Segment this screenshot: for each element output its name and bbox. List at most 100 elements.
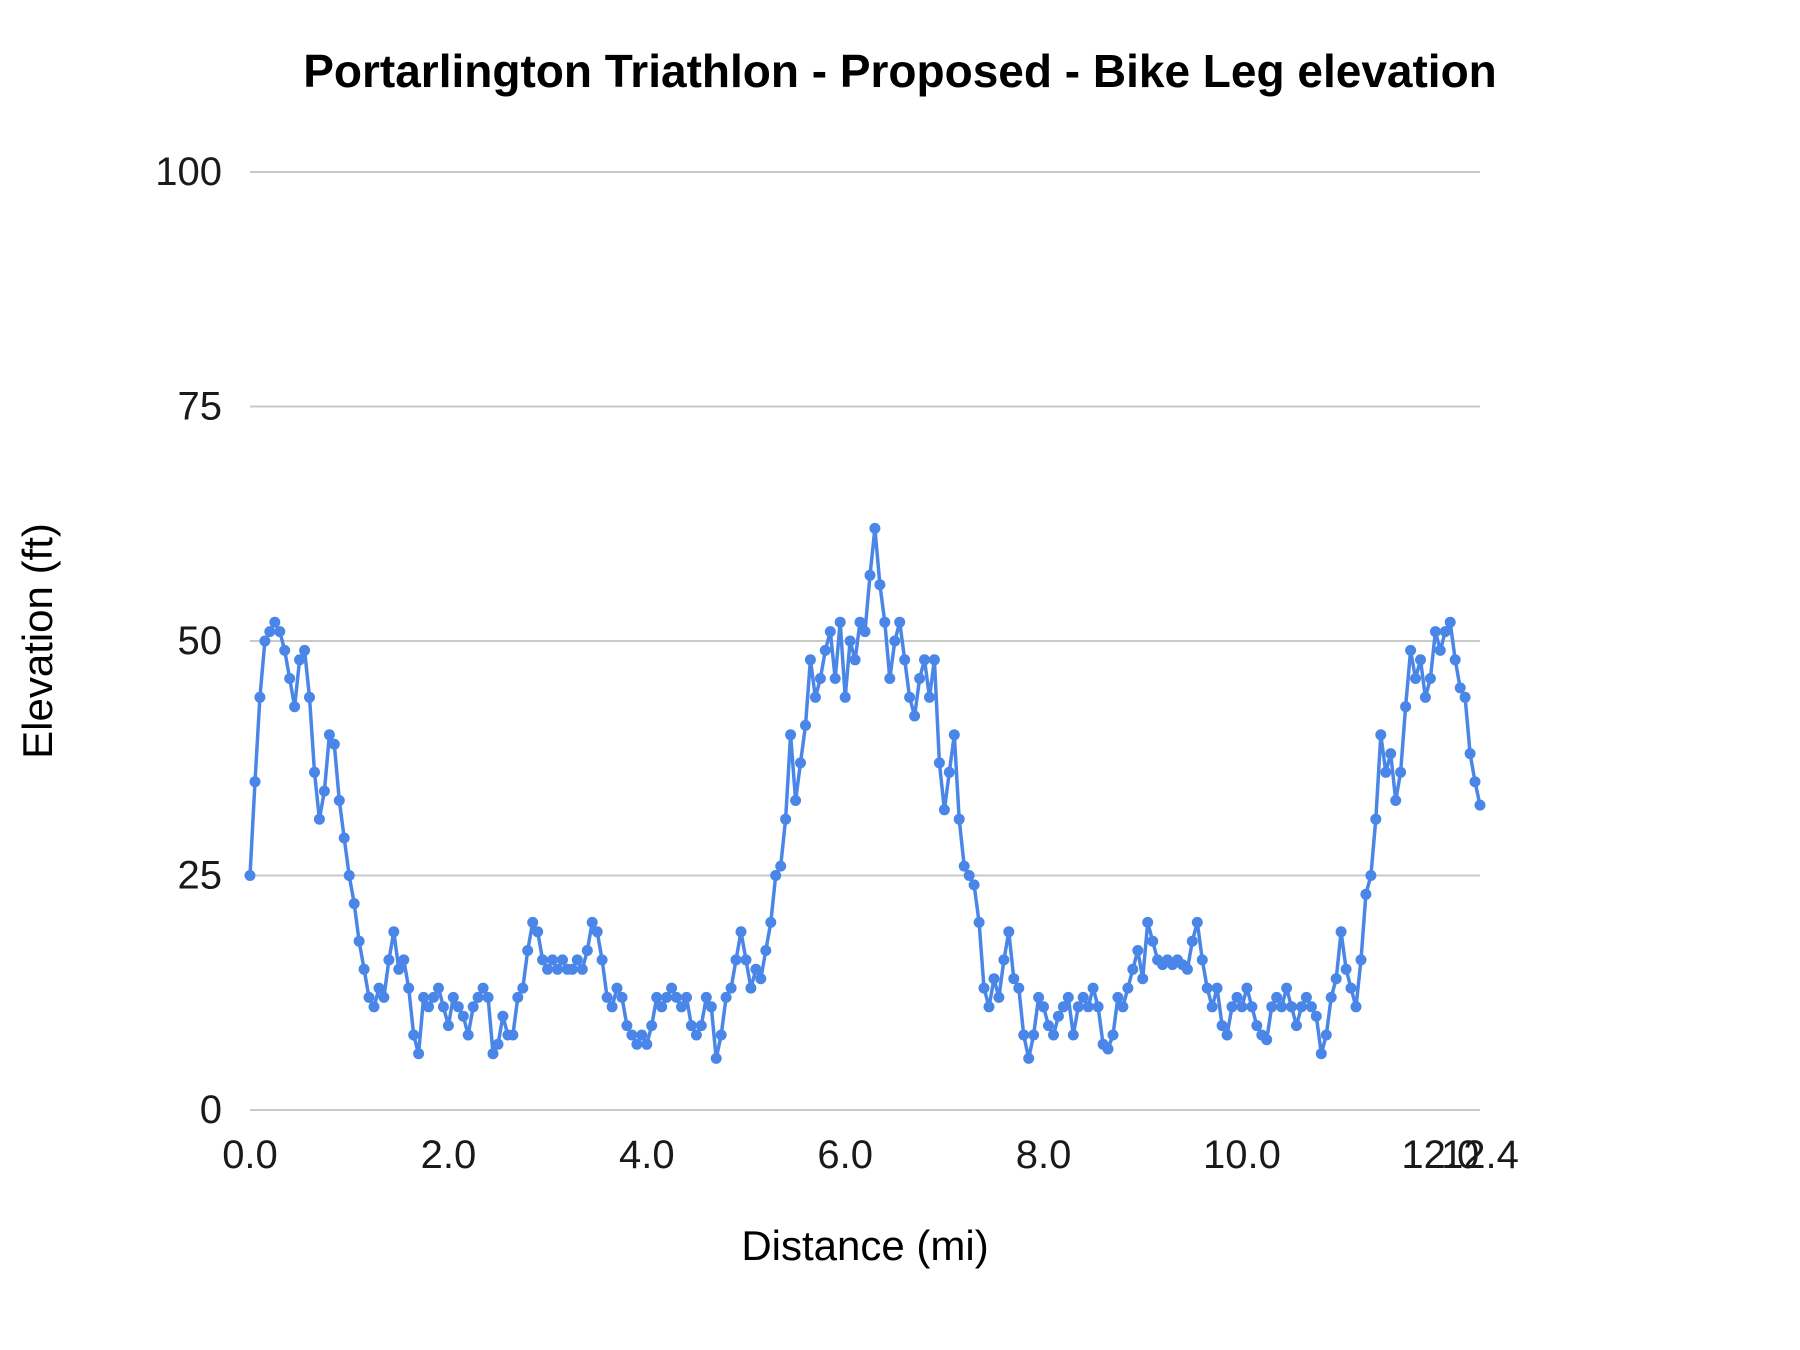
data-point-marker — [1395, 766, 1407, 778]
y-tick-label: 50 — [178, 619, 223, 663]
data-point-marker — [1281, 982, 1293, 994]
data-point-marker — [1206, 1001, 1218, 1013]
data-point-marker — [963, 870, 975, 881]
data-point-marker — [433, 982, 444, 994]
data-point-marker — [785, 729, 797, 741]
data-point-marker — [641, 1038, 653, 1050]
data-point-marker — [809, 691, 821, 703]
data-point-marker — [1449, 654, 1461, 666]
data-point-marker — [1196, 954, 1208, 966]
data-point-marker — [958, 860, 970, 872]
data-point-marker — [1335, 926, 1347, 938]
data-point-marker — [1261, 1034, 1273, 1046]
data-point-marker — [1043, 1020, 1054, 1032]
data-point-marker — [1296, 1001, 1307, 1013]
chart-title: Portarlington Triathlon - Proposed - Bik… — [303, 45, 1497, 97]
data-point-marker — [978, 982, 990, 994]
data-point-marker — [1003, 926, 1015, 938]
data-point-marker — [343, 870, 355, 881]
data-point-marker — [586, 916, 598, 928]
data-point-marker — [745, 982, 757, 994]
data-point-marker — [725, 982, 737, 994]
data-point-marker — [1062, 991, 1074, 1003]
data-point-marker — [983, 1001, 995, 1013]
data-point-marker — [452, 1001, 464, 1013]
x-tick-label: 8.0 — [1016, 1133, 1072, 1177]
data-point-marker — [1231, 991, 1243, 1003]
x-tick-label: 12.0 — [1401, 1133, 1479, 1177]
data-point-marker — [1276, 1001, 1288, 1013]
data-point-marker — [710, 1052, 722, 1064]
data-point-marker — [884, 673, 896, 684]
data-point-marker — [403, 982, 415, 994]
data-point-marker — [666, 982, 678, 994]
data-point-marker — [715, 1029, 727, 1041]
data-point-marker — [1246, 1001, 1258, 1013]
data-point-marker — [720, 991, 732, 1003]
data-point-marker — [557, 954, 568, 966]
x-tick-label: 6.0 — [817, 1133, 873, 1177]
data-point-marker — [413, 1048, 425, 1060]
data-point-marker — [418, 991, 430, 1003]
x-axis-title: Distance (mi) — [741, 1222, 989, 1269]
data-point-marker — [1286, 1001, 1297, 1013]
data-point-marker — [755, 973, 767, 985]
data-point-marker — [735, 926, 747, 938]
data-point-marker — [353, 935, 365, 947]
data-point-marker — [681, 991, 692, 1003]
data-point-marker — [1300, 991, 1312, 1003]
data-point-marker — [1454, 682, 1466, 694]
data-point-marker — [814, 673, 826, 684]
data-point-marker — [1380, 766, 1392, 778]
data-point-marker — [795, 757, 806, 769]
data-point-marker — [512, 991, 524, 1003]
data-point-marker — [1122, 982, 1134, 994]
data-point-marker — [522, 945, 534, 956]
data-point-marker — [1464, 748, 1476, 760]
data-point-marker — [467, 1001, 479, 1013]
data-point-marker — [309, 766, 320, 778]
data-point-marker — [1271, 991, 1283, 1003]
data-point-marker — [621, 1020, 633, 1032]
data-point-marker — [1013, 982, 1025, 994]
data-point-marker — [1340, 963, 1352, 975]
elevation-line — [248, 526, 1482, 1061]
data-point-marker — [487, 1048, 499, 1060]
data-point-marker — [1370, 813, 1382, 825]
data-point-marker — [1355, 954, 1367, 966]
data-point-marker — [829, 673, 841, 684]
data-point-marker — [1410, 673, 1421, 684]
data-point-marker — [1102, 1043, 1114, 1055]
data-point-marker — [1117, 1001, 1129, 1013]
data-point-marker — [1241, 982, 1253, 994]
data-point-marker — [1424, 673, 1436, 684]
x-tick-label: 10.0 — [1203, 1133, 1281, 1177]
x-tick-label: 2.0 — [421, 1133, 477, 1177]
data-point-marker — [1082, 1001, 1094, 1013]
data-point-marker — [542, 963, 554, 975]
data-point-marker — [571, 954, 583, 966]
data-point-marker — [596, 954, 608, 966]
data-point-marker — [1211, 982, 1223, 994]
data-point-marker — [1390, 795, 1402, 806]
data-point-marker — [527, 916, 539, 928]
data-point-marker — [1137, 973, 1149, 985]
data-point-marker — [834, 616, 846, 628]
data-point-marker — [368, 1001, 380, 1013]
data-point-marker — [844, 635, 856, 647]
data-point-marker — [1221, 1029, 1233, 1041]
data-point-marker — [1132, 945, 1144, 956]
data-point-marker — [933, 757, 945, 769]
data-point-marker — [1385, 748, 1397, 760]
data-point-marker — [477, 982, 489, 994]
data-point-marker — [904, 691, 916, 703]
data-point-marker — [611, 982, 623, 994]
data-point-marker — [943, 766, 955, 778]
data-point-marker — [462, 1029, 474, 1041]
data-point-marker — [428, 991, 439, 1003]
data-point-marker — [616, 991, 628, 1003]
data-point-marker — [1057, 1001, 1069, 1013]
data-point-marker — [323, 729, 335, 741]
data-point-marker — [254, 691, 266, 703]
data-point-marker — [879, 616, 891, 628]
